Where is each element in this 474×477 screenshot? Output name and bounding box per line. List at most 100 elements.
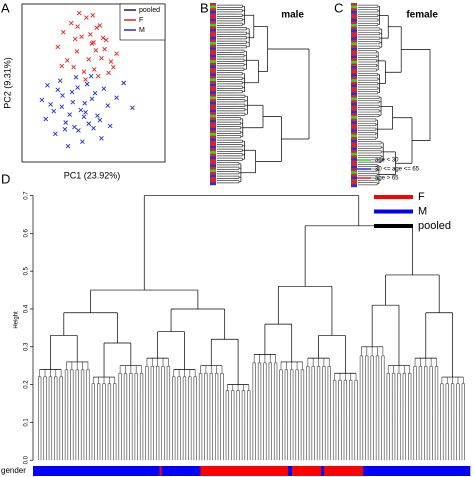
age-stripe <box>210 140 216 144</box>
y-tick-label: 0.3 <box>24 342 30 351</box>
age-stripe <box>351 39 357 43</box>
gender-segment <box>161 466 201 476</box>
age-stripe <box>351 116 357 119</box>
age-stripe <box>210 86 216 89</box>
scatter-point <box>75 24 80 29</box>
y-axis-label: Height <box>14 311 20 329</box>
age-stripe <box>351 95 357 98</box>
age-stripe <box>210 83 216 87</box>
legend-box <box>119 3 166 41</box>
scatter-point <box>68 20 74 26</box>
age-stripe <box>210 34 216 37</box>
age-stripe <box>351 176 357 180</box>
plot-frame <box>21 3 166 163</box>
scatter-point <box>62 126 68 132</box>
age-stripe <box>210 94 216 97</box>
age-stripe <box>210 156 216 160</box>
y-tick-label: 0.0 <box>24 455 30 464</box>
age-stripe <box>210 21 216 24</box>
bar-label: gender <box>1 466 26 475</box>
age-stripe <box>351 89 357 93</box>
age-stripe <box>351 147 357 151</box>
gender-segment <box>321 466 325 476</box>
age-stripe <box>210 146 216 149</box>
age-stripe <box>351 29 357 33</box>
scatter-point <box>81 69 87 75</box>
scatter-point <box>43 116 49 122</box>
age-stripe <box>210 135 216 139</box>
age-stripe <box>210 26 216 30</box>
panel-title: female <box>406 10 438 21</box>
age-stripe <box>351 102 357 106</box>
age-stripe <box>210 104 216 108</box>
scatter-point <box>55 87 61 93</box>
age-stripe <box>351 171 357 175</box>
age-stripe <box>210 169 216 173</box>
age-stripe <box>210 60 216 63</box>
age-stripe <box>351 165 357 169</box>
age-stripe <box>210 13 216 17</box>
scatter-point <box>84 81 90 87</box>
age-stripe <box>210 10 216 14</box>
scatter-point <box>48 102 53 107</box>
age-stripe <box>210 109 216 113</box>
age-stripe <box>210 65 216 69</box>
legend-label: age < 30 <box>375 158 399 164</box>
scatter-point <box>91 67 97 72</box>
age-stripe <box>351 26 357 30</box>
scatter-point <box>65 143 71 149</box>
age-stripe <box>351 163 357 167</box>
age-stripe <box>351 34 357 38</box>
scatter-point <box>91 40 96 45</box>
age-stripe <box>210 88 216 92</box>
age-stripe <box>210 125 216 128</box>
scatter-point <box>97 117 103 123</box>
age-stripe <box>210 164 216 167</box>
scatter-point <box>51 108 57 114</box>
age-stripe <box>210 161 216 165</box>
age-stripe <box>351 37 357 40</box>
legend-label: age > 65 <box>375 176 399 182</box>
age-stripe <box>351 66 357 69</box>
age-stripe <box>210 47 216 50</box>
age-stripe <box>210 70 216 74</box>
scatter-point <box>88 32 93 37</box>
scatter-point <box>79 34 84 40</box>
scatter-point <box>94 25 99 31</box>
age-stripe <box>351 47 357 51</box>
age-stripe <box>351 110 357 114</box>
y-tick-label: 0.2 <box>24 380 30 389</box>
scatter-point <box>71 64 76 70</box>
age-stripe <box>351 5 357 9</box>
age-stripe <box>351 121 357 125</box>
age-stripe <box>351 131 357 135</box>
scatter-point <box>60 93 65 98</box>
scatter-point <box>90 12 96 18</box>
age-stripe <box>210 117 216 121</box>
age-stripe <box>210 8 216 11</box>
age-stripe <box>210 166 216 170</box>
age-stripe <box>351 60 357 64</box>
age-stripe <box>210 177 216 180</box>
scatter-point <box>83 110 88 115</box>
scatter-point <box>76 128 81 133</box>
scatter-point <box>78 107 84 113</box>
age-stripe <box>210 151 216 154</box>
age-stripe <box>351 45 357 48</box>
age-stripe <box>210 96 216 100</box>
scatter-point <box>89 96 95 102</box>
age-stripe <box>351 105 357 109</box>
age-stripe <box>351 79 357 83</box>
age-stripe <box>210 36 216 40</box>
y-tick-label: 0.1 <box>24 418 30 427</box>
scatter-point <box>100 35 106 41</box>
age-stripe <box>351 71 357 75</box>
age-stripe <box>351 63 357 67</box>
age-stripe <box>351 87 357 90</box>
gender-segment <box>324 466 364 476</box>
age-stripe <box>210 114 216 118</box>
age-stripe <box>351 92 357 96</box>
age-stripe <box>210 55 216 58</box>
scatter-point <box>80 139 85 145</box>
